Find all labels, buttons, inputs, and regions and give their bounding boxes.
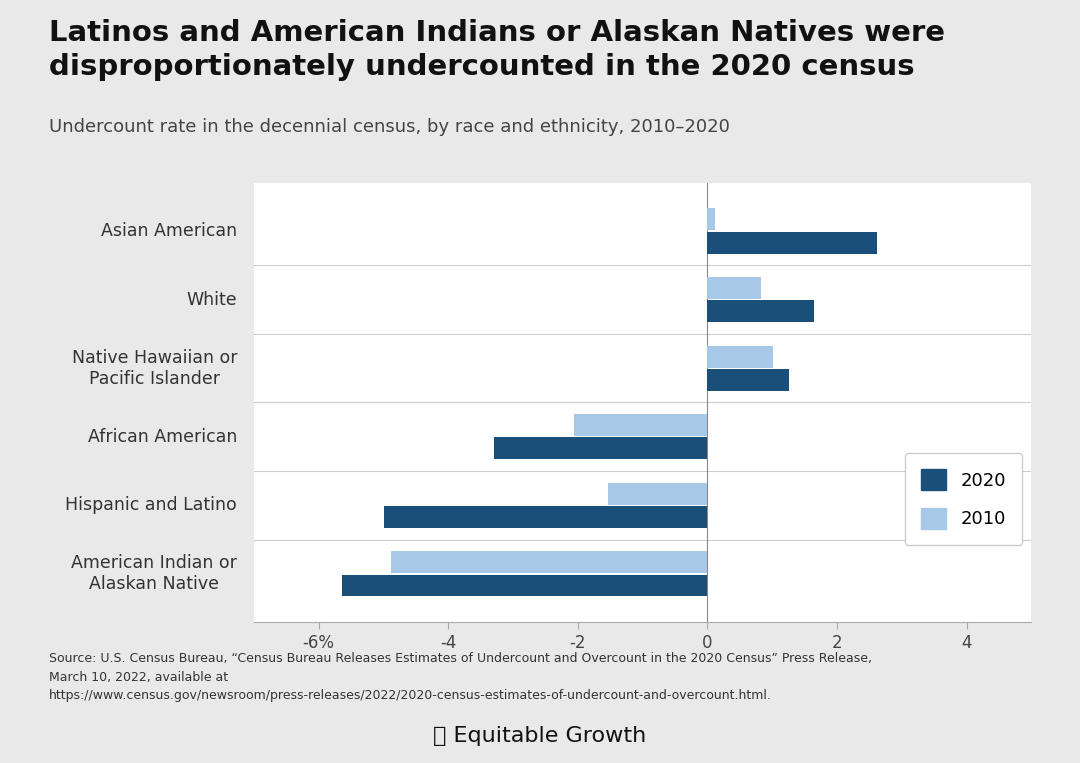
Bar [707,301,813,322]
Bar [384,506,707,528]
Bar [391,551,707,573]
Text: Source: U.S. Census Bureau, “Census Bureau Releases Estimates of Undercount and : Source: U.S. Census Bureau, “Census Bure… [49,652,872,703]
Bar [573,414,707,436]
Bar [707,208,715,230]
Bar [707,369,789,391]
Legend: 2020, 2010: 2020, 2010 [905,453,1023,545]
Bar [707,277,761,299]
Text: Undercount rate in the decennial census, by race and ethnicity, 2010–2020: Undercount rate in the decennial census,… [49,118,729,137]
Bar [608,483,707,504]
Bar [707,346,773,368]
Bar [342,575,707,597]
Bar [707,232,877,254]
Bar [494,437,707,459]
Text: Latinos and American Indians or Alaskan Natives were
disproportionately undercou: Latinos and American Indians or Alaskan … [49,19,945,81]
Text: ⤳ Equitable Growth: ⤳ Equitable Growth [433,726,647,746]
